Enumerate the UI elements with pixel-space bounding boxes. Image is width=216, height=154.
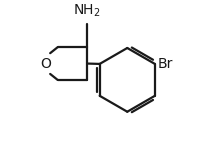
Text: NH$_2$: NH$_2$ (73, 3, 101, 19)
Text: O: O (40, 57, 51, 71)
Text: Br: Br (158, 57, 173, 71)
